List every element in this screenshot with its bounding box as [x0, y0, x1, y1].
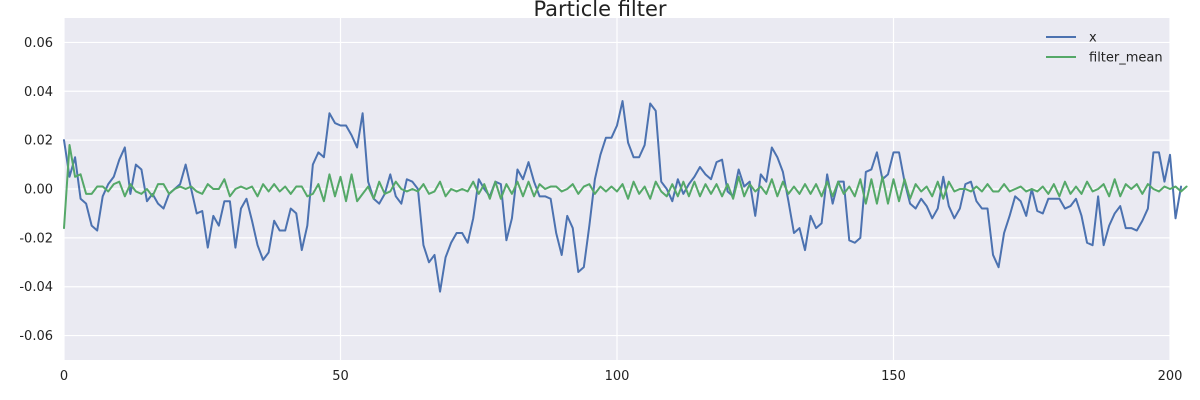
- legend-label: x: [1089, 31, 1097, 46]
- y-tick-label: 0.00: [24, 183, 53, 198]
- x-tick-label: 200: [1158, 369, 1183, 384]
- y-tick-label: -0.06: [19, 329, 53, 344]
- legend-label: filter_mean: [1089, 51, 1163, 66]
- chart-title: Particle filter: [533, 0, 666, 21]
- y-tick-label: 0.02: [24, 134, 53, 149]
- x-tick-label: 50: [332, 369, 349, 384]
- y-tick-label: -0.02: [19, 231, 53, 246]
- y-tick-label: -0.04: [19, 280, 53, 295]
- y-tick-label: 0.06: [24, 36, 53, 51]
- y-tick-label: 0.04: [24, 85, 53, 100]
- series-lines: [63, 100, 1188, 293]
- series-line-filter-mean: [63, 144, 1188, 230]
- series-line-x: [63, 100, 1183, 293]
- x-tick-label: 150: [881, 369, 906, 384]
- legend: x filter_mean: [1046, 31, 1163, 66]
- tick-labels: 0 50 100 150 200 -0.06 -0.04 -0.02 0.00 0.02 0.04 0…: [19, 36, 1182, 384]
- x-tick-label: 0: [60, 369, 68, 384]
- x-tick-label: 100: [605, 369, 630, 384]
